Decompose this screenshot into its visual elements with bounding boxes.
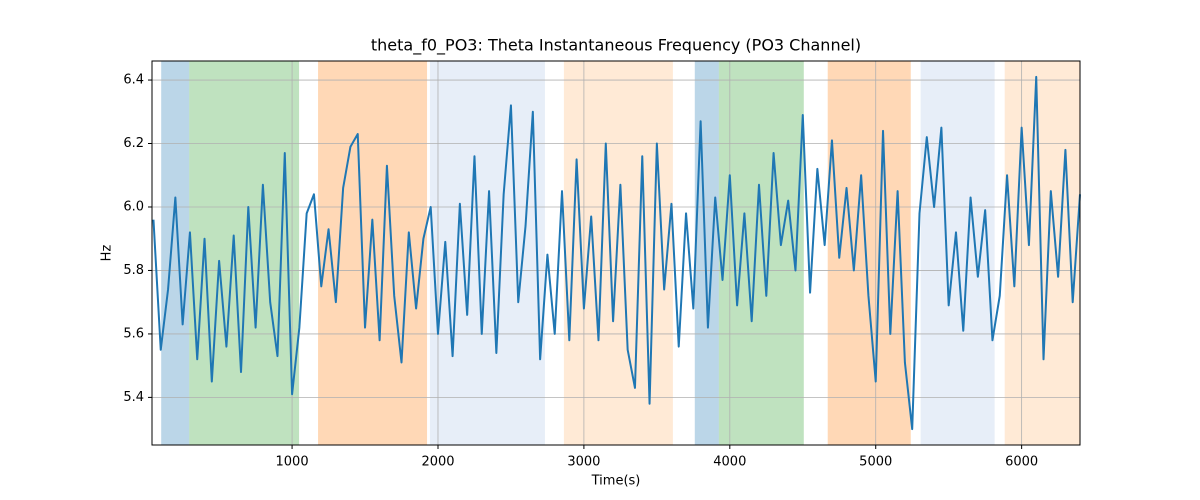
plot-frame — [151, 60, 1081, 446]
shaded-span — [827, 61, 911, 445]
y-tick-label: 6.2 — [123, 136, 144, 151]
x-tick-label: 1000 — [276, 455, 309, 470]
y-tick-label: 6.4 — [123, 73, 144, 88]
shaded-span — [161, 61, 190, 445]
x-tick-label: 4000 — [713, 455, 746, 470]
shaded-span — [318, 61, 428, 445]
y-tick-label: 5.4 — [123, 390, 144, 405]
shaded-span — [718, 61, 804, 445]
x-tick-label: 5000 — [859, 455, 892, 470]
y-tick-label: 5.8 — [123, 263, 144, 278]
chart-title: theta_f0_PO3: Theta Instantaneous Freque… — [371, 36, 861, 56]
y-tick-label: 6.0 — [123, 199, 144, 214]
y-tick-label: 5.6 — [123, 326, 144, 341]
shaded-span — [429, 61, 545, 445]
x-tick-label: 6000 — [1005, 455, 1038, 470]
x-tick-label: 3000 — [567, 455, 600, 470]
x-axis-label: Time(s) — [591, 474, 641, 489]
shaded-span — [1004, 61, 1080, 445]
x-tick-label: 2000 — [421, 455, 454, 470]
shaded-span — [694, 61, 719, 445]
data-line — [152, 75, 1081, 431]
y-axis-label: Hz — [100, 245, 115, 262]
